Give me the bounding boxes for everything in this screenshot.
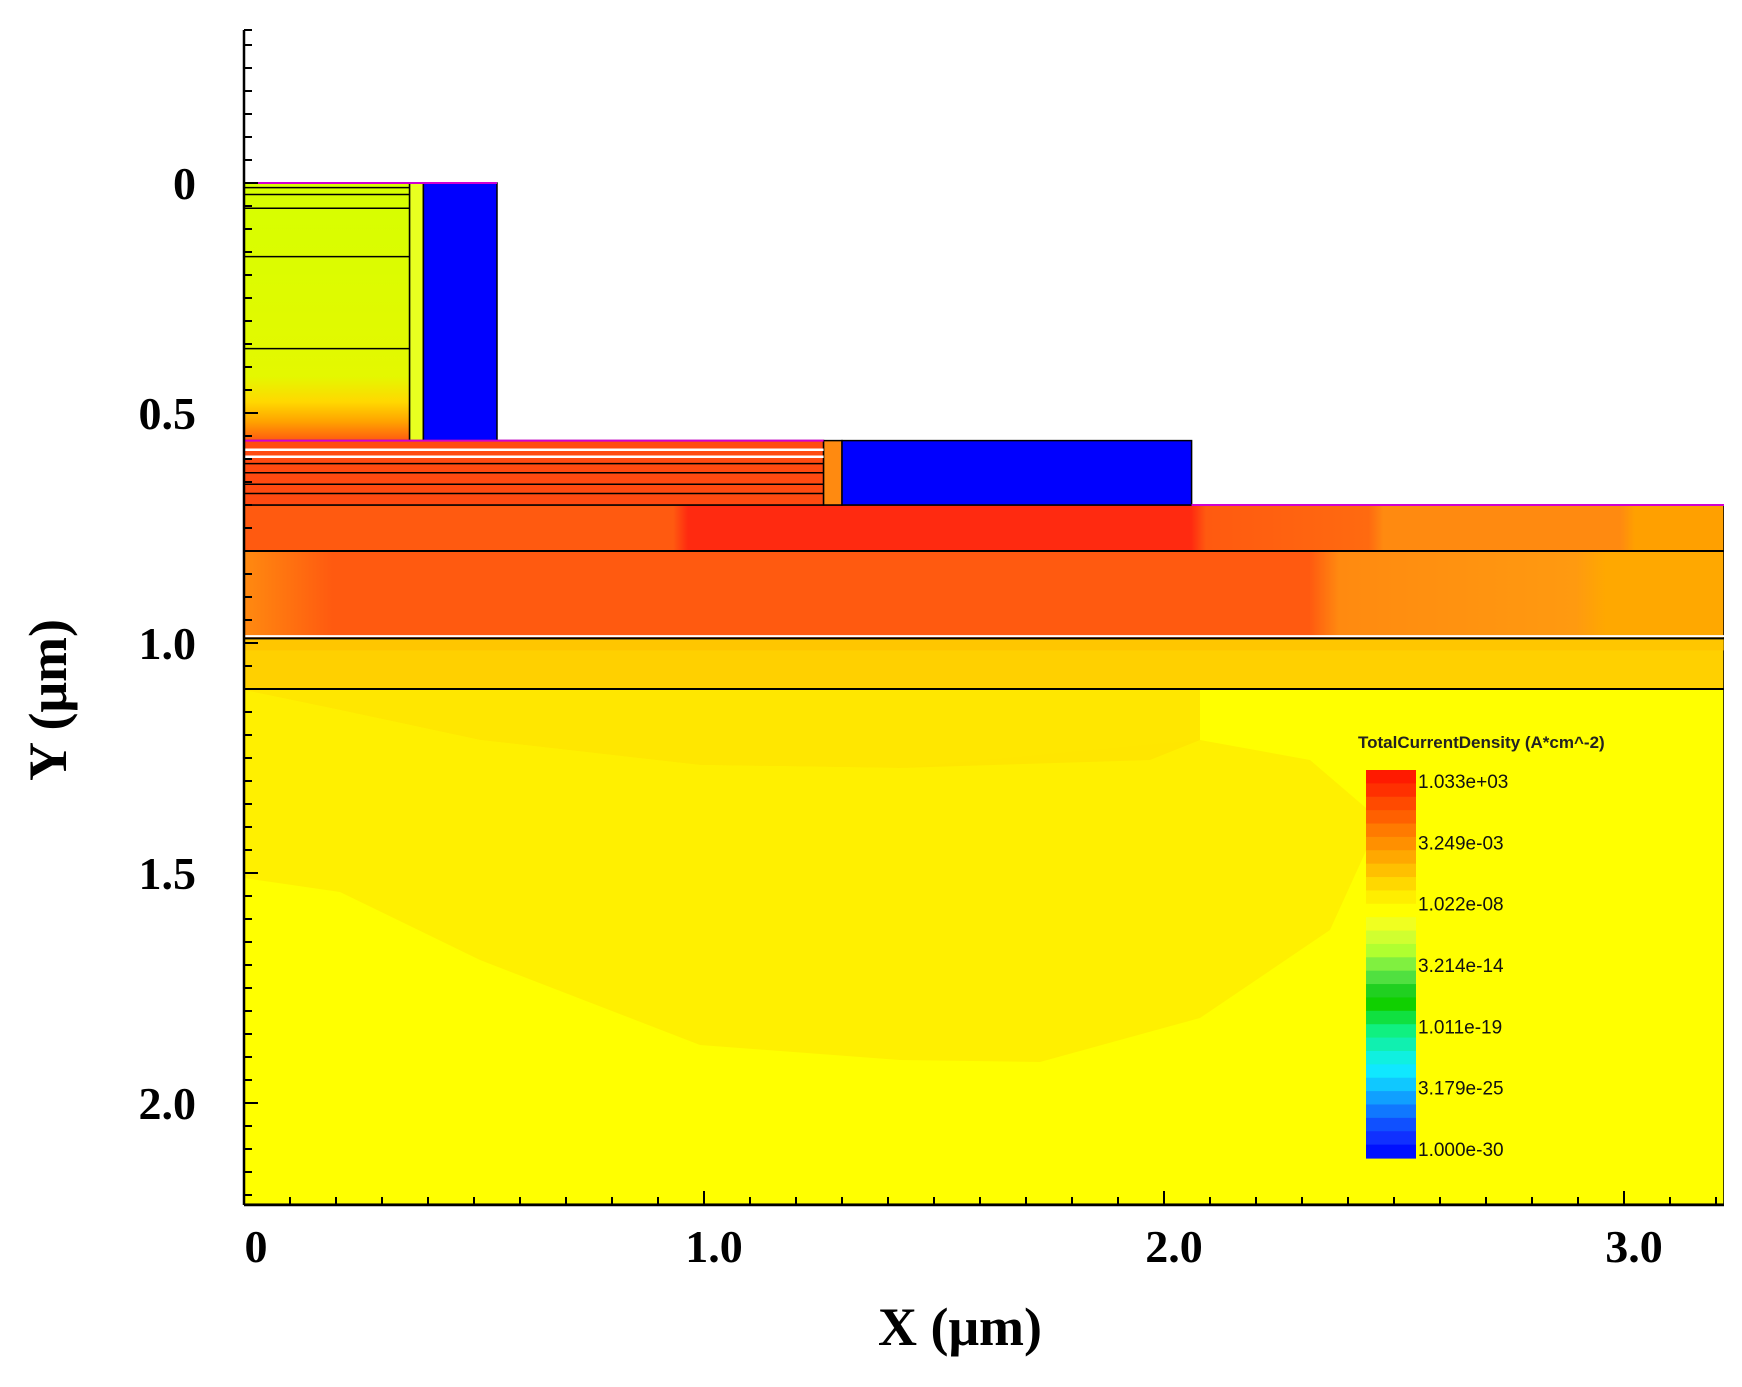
colorbar-swatch	[1366, 957, 1416, 972]
colorbar-swatch	[1366, 1117, 1416, 1132]
colorbar-swatch	[1366, 1064, 1416, 1079]
x-tick-label: 1.0	[685, 1221, 743, 1272]
colorbar-title: TotalCurrentDensity (A*cm^-2)	[1358, 733, 1605, 752]
colorbar-label: 1.033e+03	[1418, 772, 1508, 793]
region-channel-top	[244, 504, 1724, 552]
x-tick-label: 0	[245, 1221, 268, 1272]
x-tick-label: 3.0	[1605, 1221, 1663, 1272]
colorbar-swatch	[1366, 943, 1416, 958]
region-lower-spacer	[822, 439, 843, 506]
substrate-contour-high	[244, 690, 1200, 768]
y-axis-title: Y (μm)	[18, 619, 78, 781]
colorbar-swatch	[1366, 1010, 1416, 1025]
colorbar-swatch	[1366, 984, 1416, 999]
colorbar-swatch	[1366, 783, 1416, 798]
colorbar-swatch	[1366, 970, 1416, 985]
y-tick-label: 1.0	[139, 618, 197, 669]
colorbar-swatch	[1366, 930, 1416, 945]
colorbar-swatch	[1366, 1050, 1416, 1065]
colorbar-label: 1.022e-08	[1418, 895, 1504, 916]
colorbar-swatch	[1366, 1091, 1416, 1106]
region-upper-spacer	[408, 182, 425, 442]
region-layer-mid	[244, 550, 1724, 640]
colorbar-swatch	[1366, 823, 1416, 838]
y-tick-label: 0	[173, 158, 196, 209]
colorbar-swatch	[1366, 770, 1416, 784]
colorbar-swatch	[1366, 917, 1416, 932]
colorbar-swatch	[1366, 863, 1416, 878]
region-upper-contact	[422, 182, 498, 442]
colorbar-swatch	[1366, 796, 1416, 811]
colorbar-swatch	[1366, 903, 1416, 918]
colorbar-label: 1.000e-30	[1418, 1140, 1504, 1161]
colorbar-swatch	[1366, 1104, 1416, 1119]
colorbar-label: 1.011e-19	[1418, 1017, 1502, 1038]
substrate-contour-mid	[244, 690, 1380, 1062]
colorbar-swatch	[1366, 877, 1416, 892]
colorbar-label: 3.214e-14	[1418, 956, 1504, 977]
y-tick-label: 2.0	[139, 1078, 197, 1129]
colorbar-swatch	[1366, 1077, 1416, 1092]
region-lower-contact	[841, 439, 1193, 506]
region-upper-stack	[244, 182, 411, 442]
colorbar-label: 3.249e-03	[1418, 833, 1504, 854]
colorbar-swatch	[1366, 810, 1416, 825]
colorbar-swatch	[1366, 1037, 1416, 1052]
colorbar-swatch	[1366, 1131, 1416, 1146]
colorbar-swatch	[1366, 890, 1416, 905]
buffer-band-highlight	[244, 638, 1724, 651]
colorbar-swatch	[1366, 1144, 1416, 1159]
x-tick-label: 2.0	[1145, 1221, 1203, 1272]
y-tick-label: 0.5	[139, 388, 197, 439]
colorbar-swatch	[1366, 997, 1416, 1012]
colorbar-label: 3.179e-25	[1418, 1079, 1504, 1100]
colorbar-swatch	[1366, 836, 1416, 851]
y-tick-label: 1.5	[139, 848, 197, 899]
colorbar-swatch	[1366, 1024, 1416, 1039]
x-axis-title: X (μm)	[878, 1297, 1042, 1357]
colorbar-swatch	[1366, 850, 1416, 865]
